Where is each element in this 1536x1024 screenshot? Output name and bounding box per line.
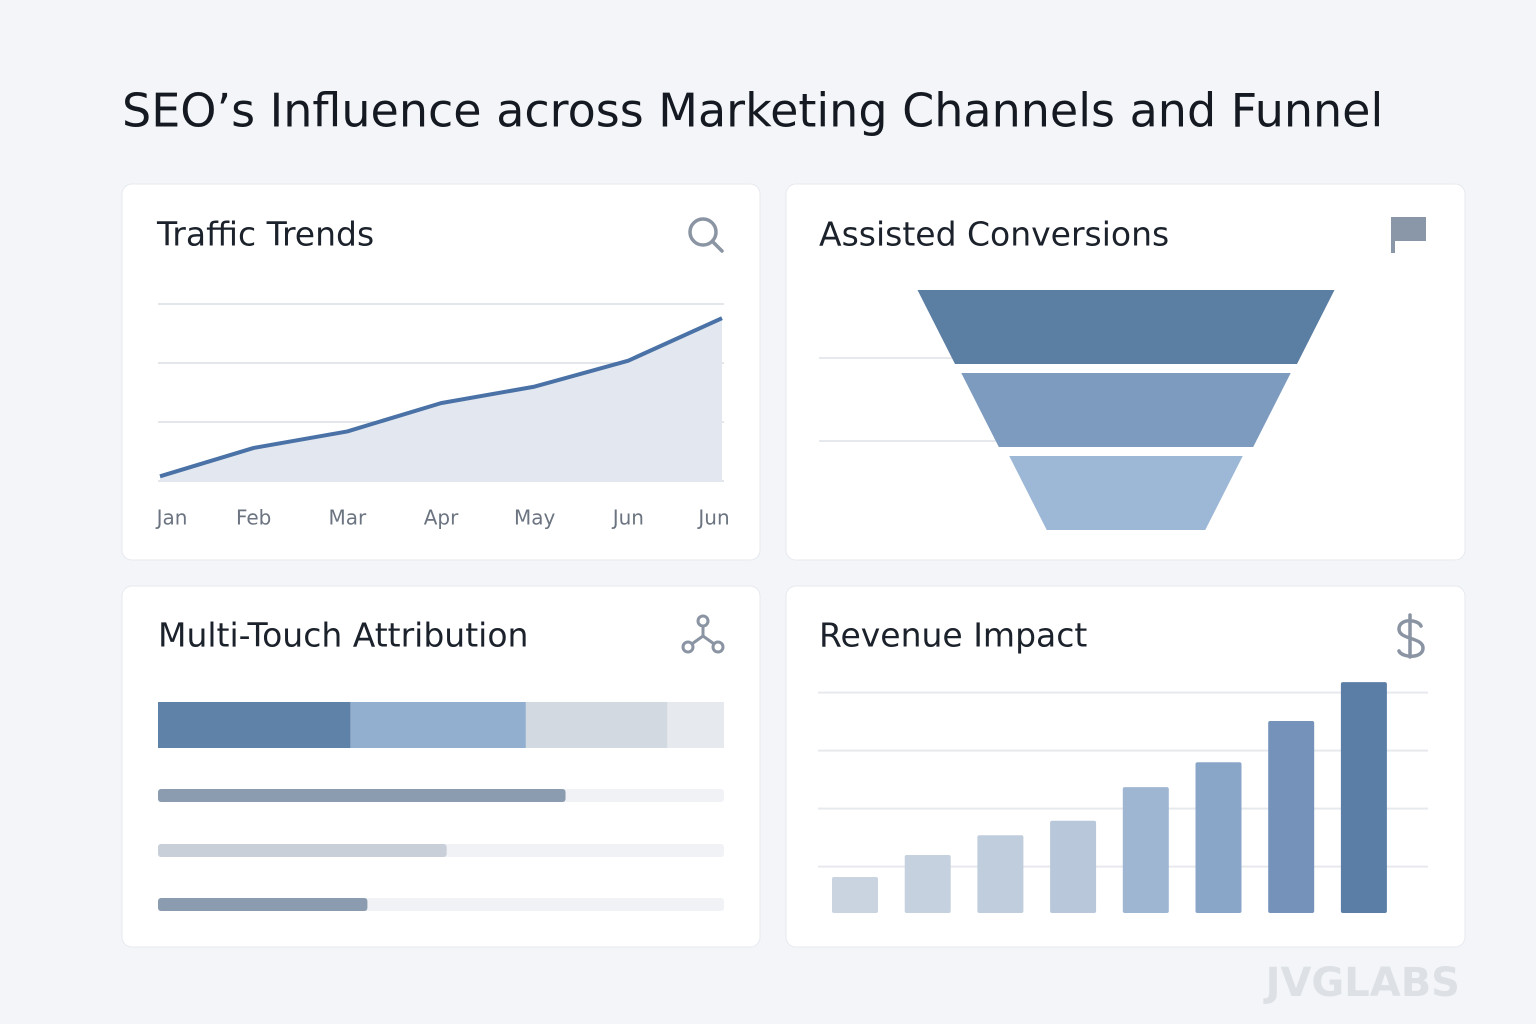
progress-bar	[158, 898, 368, 911]
funnel-stage	[961, 373, 1291, 447]
watermark: JVGLABS	[1263, 960, 1460, 1006]
x-tick-label: May	[514, 506, 556, 530]
flag-icon	[1391, 217, 1426, 253]
bar	[1050, 820, 1097, 913]
progress-bar	[158, 844, 447, 857]
x-tick-label: Mar	[328, 506, 367, 530]
attribution-segment	[158, 702, 351, 748]
x-tick-label: Jan	[155, 506, 188, 530]
card	[785, 183, 1466, 561]
bar	[977, 835, 1024, 913]
bar	[1122, 787, 1169, 913]
progress-bar	[158, 789, 566, 802]
bar	[832, 877, 878, 913]
x-tick-label: Feb	[236, 506, 271, 530]
x-tick-label: Jun	[696, 506, 729, 530]
card-title: Assisted Conversions	[819, 215, 1169, 254]
x-tick-label: Jun	[611, 506, 644, 530]
line	[159, 316, 723, 479]
dollar-icon	[1397, 613, 1425, 659]
card-title: Traffic Trends	[156, 215, 374, 254]
card-title: Multi-Touch Attribution	[158, 616, 528, 655]
attribution-segment	[350, 702, 526, 748]
attribution-segment	[525, 702, 668, 748]
page-title: SEO’s Influence across Marketing Channel…	[122, 84, 1383, 138]
network-icon	[681, 614, 725, 654]
search-icon	[688, 217, 724, 253]
attribution-segment	[667, 702, 724, 748]
bar	[904, 855, 951, 913]
bar	[1340, 682, 1387, 913]
x-tick-label: Apr	[424, 506, 459, 530]
card-title: Revenue Impact	[819, 616, 1087, 655]
funnel-stage	[1009, 456, 1243, 530]
bar	[1268, 721, 1315, 913]
bar	[1195, 762, 1242, 913]
funnel-stage	[917, 290, 1335, 364]
